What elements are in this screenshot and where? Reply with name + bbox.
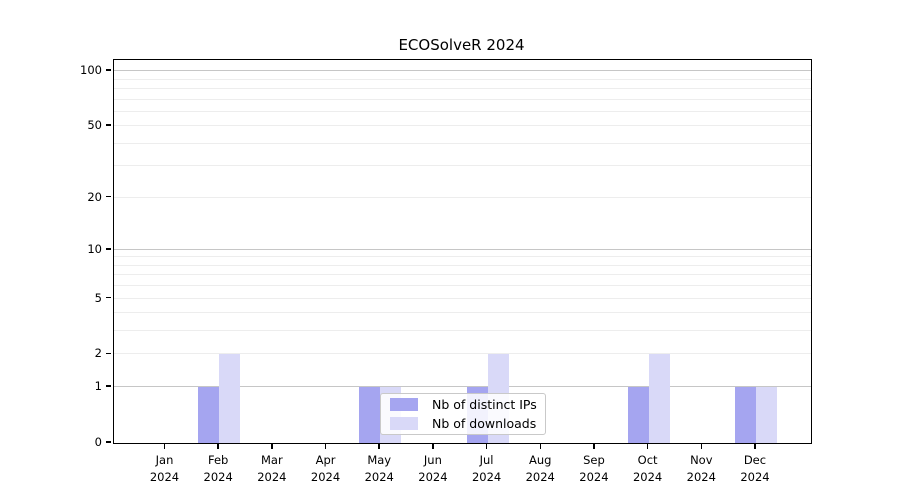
gridline-minor bbox=[114, 87, 811, 89]
gridline-minor bbox=[114, 110, 811, 112]
y-tick-mark bbox=[106, 441, 111, 443]
gridline-minor bbox=[114, 330, 811, 332]
gridline-minor bbox=[114, 264, 811, 266]
gridline-major bbox=[114, 248, 811, 250]
x-tick-mark bbox=[324, 443, 327, 449]
y-tick-label: 10 bbox=[87, 241, 102, 256]
x-tick-mark bbox=[271, 443, 273, 449]
x-tick-mark bbox=[378, 443, 380, 449]
x-tick-mark bbox=[700, 443, 703, 449]
x-tick-mark bbox=[217, 443, 219, 449]
y-tick-mark bbox=[106, 124, 111, 126]
x-tick-label: Oct 2024 bbox=[632, 453, 663, 484]
bar-downloads bbox=[648, 354, 670, 443]
y-tick-mark bbox=[106, 248, 111, 250]
x-tick-mark bbox=[754, 443, 756, 449]
y-tick-label: 1 bbox=[94, 379, 102, 394]
legend-swatch-downloads bbox=[390, 417, 418, 430]
bar-distinct-ips bbox=[359, 387, 381, 443]
gridline-major bbox=[114, 386, 811, 388]
y-tick-mark bbox=[106, 69, 111, 71]
x-tick-label: Apr 2024 bbox=[310, 453, 341, 484]
y-tick-mark bbox=[106, 352, 111, 355]
x-tick-label: Jan 2024 bbox=[149, 453, 180, 484]
y-tick-label: 5 bbox=[94, 290, 102, 305]
gridline-minor bbox=[114, 353, 811, 355]
legend-item: Nb of downloads bbox=[381, 416, 545, 432]
x-tick-mark bbox=[163, 443, 166, 449]
gridline-minor bbox=[114, 285, 811, 287]
legend-item: Nb of distinct IPs bbox=[381, 397, 545, 413]
gridline-minor bbox=[114, 312, 811, 314]
y-tick-mark bbox=[106, 385, 111, 387]
y-tick-label: 20 bbox=[87, 189, 102, 204]
legend: Nb of distinct IPs Nb of downloads bbox=[380, 393, 546, 435]
x-tick-mark bbox=[485, 443, 488, 449]
legend-swatch-distinct-ips bbox=[390, 398, 418, 411]
legend-label: Nb of downloads bbox=[432, 416, 537, 431]
gridline-minor bbox=[114, 142, 811, 144]
x-tick-label: Jun 2024 bbox=[418, 453, 448, 484]
y-tick-label: 0 bbox=[94, 435, 102, 449]
x-tick-label: Mar 2024 bbox=[257, 453, 287, 484]
x-tick-mark bbox=[539, 443, 541, 449]
x-tick-mark bbox=[593, 443, 595, 449]
bar-downloads bbox=[755, 387, 777, 443]
gridline-minor bbox=[114, 98, 811, 100]
bar-downloads bbox=[219, 354, 241, 443]
gridline-major bbox=[114, 70, 811, 72]
plot-area bbox=[113, 59, 812, 444]
x-tick-label: Aug 2024 bbox=[525, 453, 555, 484]
x-tick-mark bbox=[646, 443, 649, 449]
y-tick-label: 100 bbox=[80, 63, 102, 78]
gridline-minor bbox=[114, 165, 811, 167]
gridline-minor bbox=[114, 297, 811, 299]
y-tick-label: 50 bbox=[87, 118, 102, 133]
bar-distinct-ips bbox=[627, 387, 649, 443]
y-tick-label: 2 bbox=[94, 346, 102, 361]
gridline-minor bbox=[114, 78, 811, 80]
gridline-minor bbox=[114, 256, 811, 258]
chart-title: ECOSolveR 2024 bbox=[398, 36, 525, 54]
gridline-minor bbox=[114, 196, 811, 198]
legend-label: Nb of distinct IPs bbox=[432, 397, 537, 412]
x-tick-label: Jul 2024 bbox=[471, 453, 502, 484]
gridline-minor bbox=[114, 274, 811, 276]
gridline-minor bbox=[114, 125, 811, 127]
x-tick-label: Dec 2024 bbox=[740, 453, 770, 484]
y-tick-mark bbox=[106, 195, 111, 198]
x-tick-label: Feb 2024 bbox=[203, 453, 233, 484]
x-tick-label: May 2024 bbox=[364, 453, 394, 484]
x-tick-label: Sep 2024 bbox=[579, 453, 609, 484]
bar-distinct-ips bbox=[734, 387, 756, 443]
bar-distinct-ips bbox=[198, 387, 220, 443]
y-tick-mark bbox=[106, 296, 111, 299]
x-tick-mark bbox=[432, 443, 434, 449]
x-tick-label: Nov 2024 bbox=[686, 453, 716, 484]
